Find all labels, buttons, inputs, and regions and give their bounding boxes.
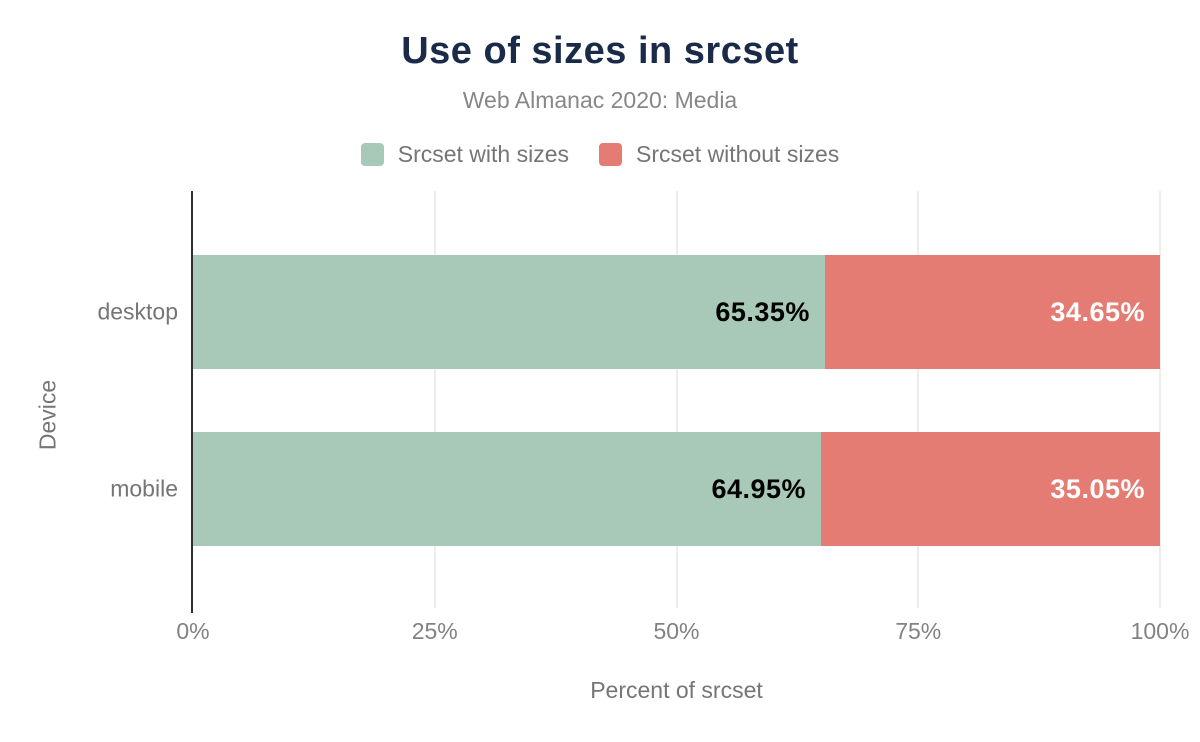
legend-item-without-sizes: Srcset without sizes	[599, 141, 839, 168]
x-tick-label-50: 50%	[653, 618, 700, 644]
x-tick-label-75: 75%	[895, 618, 942, 644]
gridline-75	[917, 191, 920, 608]
x-tick-label-100: 100%	[1130, 618, 1190, 644]
legend-label-without-sizes: Srcset without sizes	[636, 141, 840, 167]
legend-swatch-with-sizes	[360, 143, 384, 166]
plot-area: 65.35% 34.65% 64.95% 35.05%	[191, 191, 1161, 613]
bar-value-label: 34.65%	[1050, 296, 1145, 327]
legend-item-with-sizes: Srcset with sizes	[360, 141, 569, 168]
bar-segment-desktop-without-sizes: 34.65%	[824, 255, 1160, 369]
bar-row-mobile: 64.95% 35.05%	[193, 432, 1160, 546]
bar-value-label: 35.05%	[1050, 473, 1145, 504]
bar-value-label: 65.35%	[715, 296, 810, 327]
bar-row-desktop: 65.35% 34.65%	[193, 255, 1160, 369]
category-label-mobile: mobile	[110, 475, 178, 502]
bar-segment-mobile-with-sizes: 64.95%	[193, 432, 822, 546]
gridline-50	[675, 191, 678, 608]
x-axis-title: Percent of srcset	[590, 677, 763, 703]
x-tick-label-25: 25%	[411, 618, 458, 644]
category-labels: desktop mobile	[0, 191, 178, 608]
legend: Srcset with sizes Srcset without sizes	[0, 141, 1200, 168]
gridline-25	[433, 191, 436, 608]
legend-swatch-without-sizes	[599, 143, 622, 166]
chart-title: Use of sizes in srcset	[401, 30, 799, 72]
x-tick-label-0: 0%	[176, 618, 210, 644]
bar-segment-mobile-without-sizes: 35.05%	[821, 432, 1160, 546]
legend-label-with-sizes: Srcset with sizes	[397, 141, 569, 167]
x-axis-ticks: 0% 25% 50% 75% 100%	[176, 618, 1189, 648]
category-label-desktop: desktop	[97, 298, 178, 325]
bar-value-label: 64.95%	[711, 473, 807, 504]
y-axis-line	[191, 191, 193, 613]
bar-segment-desktop-with-sizes: 65.35%	[193, 255, 825, 369]
chart-subtitle: Web Almanac 2020: Media	[462, 87, 738, 113]
gridline-100	[1159, 191, 1161, 608]
